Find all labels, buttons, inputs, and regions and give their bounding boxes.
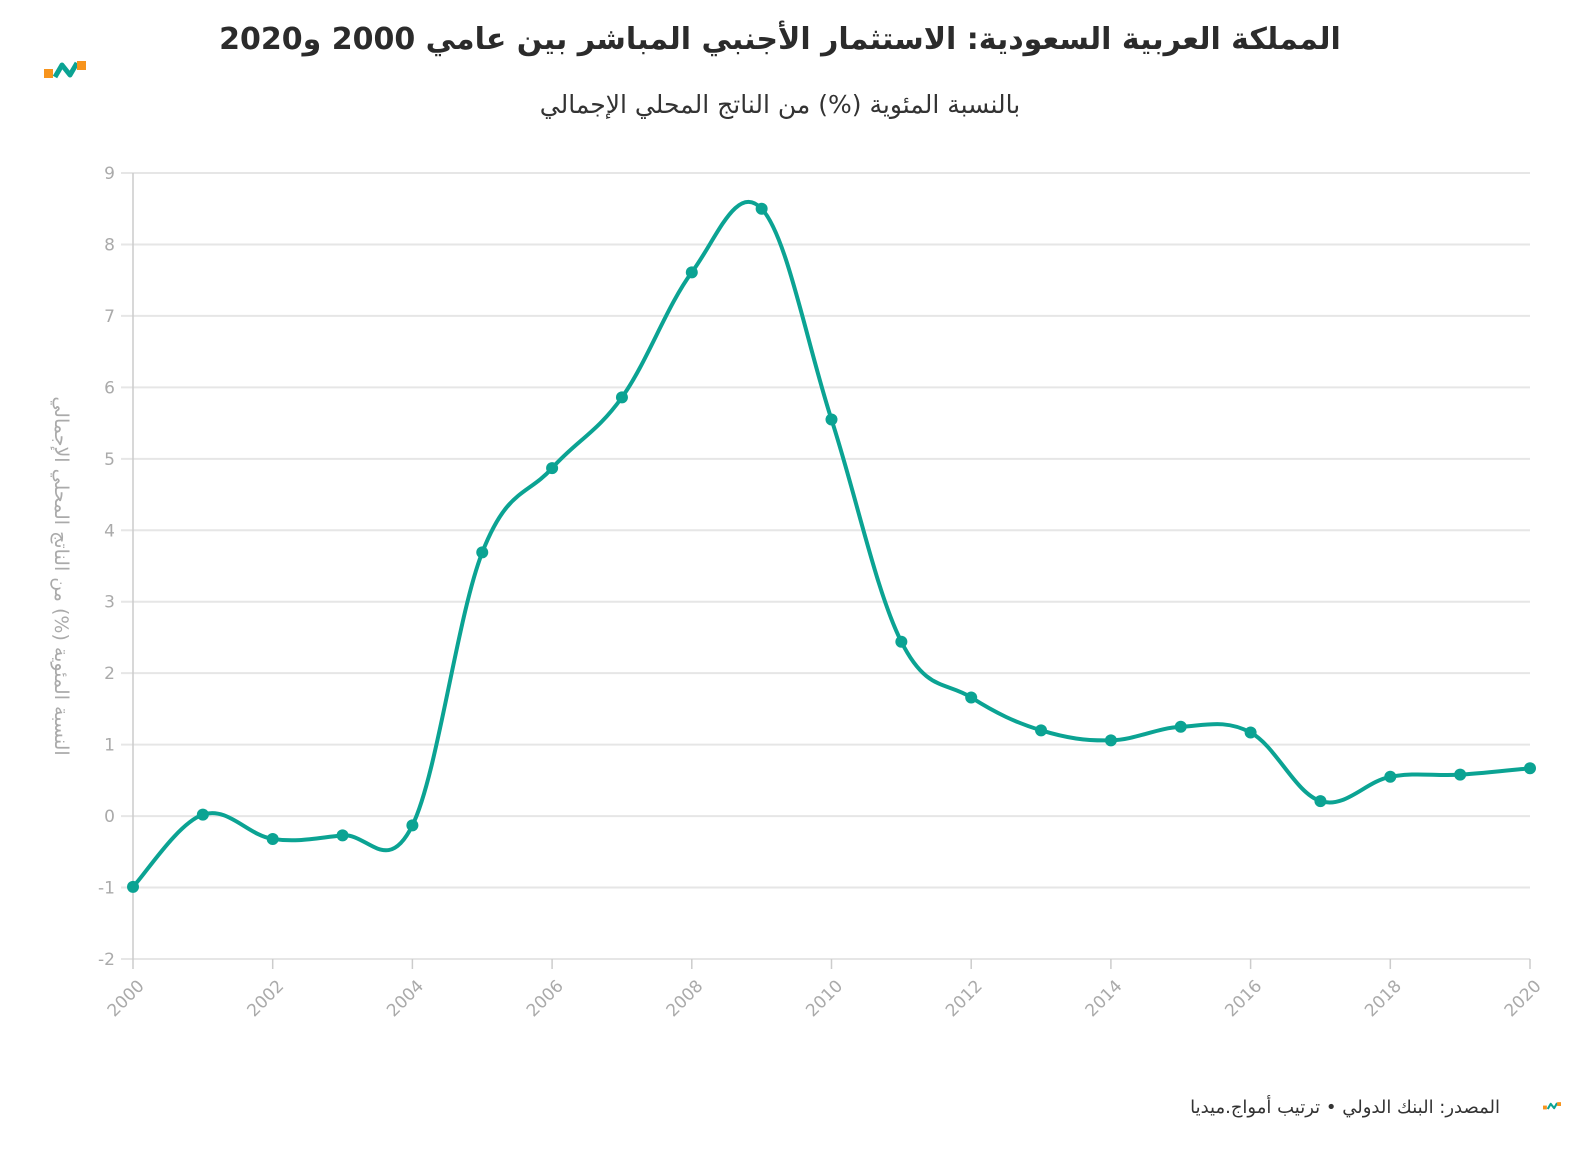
x-tick-label: 2002	[244, 976, 289, 1021]
brand-logo-small-icon	[1543, 1102, 1561, 1110]
axes	[132, 173, 1531, 969]
data-point-2020	[1524, 762, 1536, 775]
data-point-2010	[825, 413, 838, 426]
chart-title: المملكة العربية السعودية: الاستثمار الأج…	[219, 22, 1341, 57]
data-point-2000	[127, 880, 139, 893]
data-point-2012	[965, 691, 978, 704]
data-point-2016	[1244, 726, 1257, 739]
y-tick-label: 9	[104, 164, 115, 184]
y-tick-label: 4	[104, 521, 115, 541]
x-tick-label: 2000	[104, 976, 149, 1021]
series-line-fdi	[131, 199, 1532, 889]
x-tick-label: 2004	[383, 976, 428, 1021]
y-tick-label: -2	[98, 950, 115, 970]
data-point-2001	[196, 808, 209, 821]
data-point-2007	[615, 391, 628, 404]
data-point-2011	[895, 635, 908, 648]
x-tick-label: 2012	[942, 976, 987, 1021]
data-point-2017	[1314, 795, 1327, 808]
data-points	[127, 202, 1536, 893]
y-tick-label: 8	[104, 235, 115, 255]
data-point-2006	[546, 462, 559, 475]
y-axis-label: النسبة المئوية (%) من الناتج المحلي الإج…	[50, 396, 72, 755]
data-point-2002	[266, 832, 279, 845]
data-point-2013	[1035, 724, 1048, 737]
chart-subtitle: بالنسبة المئوية (%) من الناتج المحلي الإ…	[539, 90, 1021, 119]
data-point-2018	[1384, 770, 1397, 783]
y-tick-label: 3	[104, 593, 115, 613]
brand-logo-icon	[44, 61, 86, 79]
data-point-2015	[1174, 720, 1187, 733]
data-point-2009	[755, 202, 768, 215]
data-point-2019	[1454, 768, 1467, 781]
y-tick-labels: -2 -1 0 1 2 3 4 5 6 7 8 9	[98, 164, 115, 970]
y-tick-label: 2	[104, 664, 115, 684]
x-tick-label: 2010	[802, 976, 847, 1021]
data-point-2003	[336, 829, 349, 842]
x-tick-label: 2016	[1221, 976, 1266, 1021]
x-tick-label: 2008	[663, 976, 708, 1021]
y-tick-label: 5	[104, 450, 115, 470]
y-tick-label: 6	[104, 378, 115, 398]
y-tick-label: 7	[104, 307, 115, 327]
x-tick-label: 2014	[1082, 976, 1127, 1021]
y-tick-label: -1	[98, 879, 115, 899]
data-point-2005	[476, 546, 489, 559]
data-point-2014	[1104, 734, 1117, 747]
x-tick-label: 2018	[1361, 976, 1406, 1021]
x-tick-label: 2020	[1501, 976, 1546, 1021]
y-tick-label: 1	[104, 736, 115, 756]
y-tick-label: 0	[104, 807, 115, 827]
data-point-2008	[685, 266, 698, 279]
x-tick-labels: 2000 2002 2004 2006 2008 2010 2012 2014 2016 2018…	[104, 976, 1546, 1021]
x-tick-label: 2006	[523, 976, 568, 1021]
grid-lines	[121, 172, 1530, 960]
source-note: المصدر: البنك الدولي • ترتيب أمواج.ميديا	[1190, 1097, 1500, 1118]
data-point-2004	[406, 819, 419, 832]
